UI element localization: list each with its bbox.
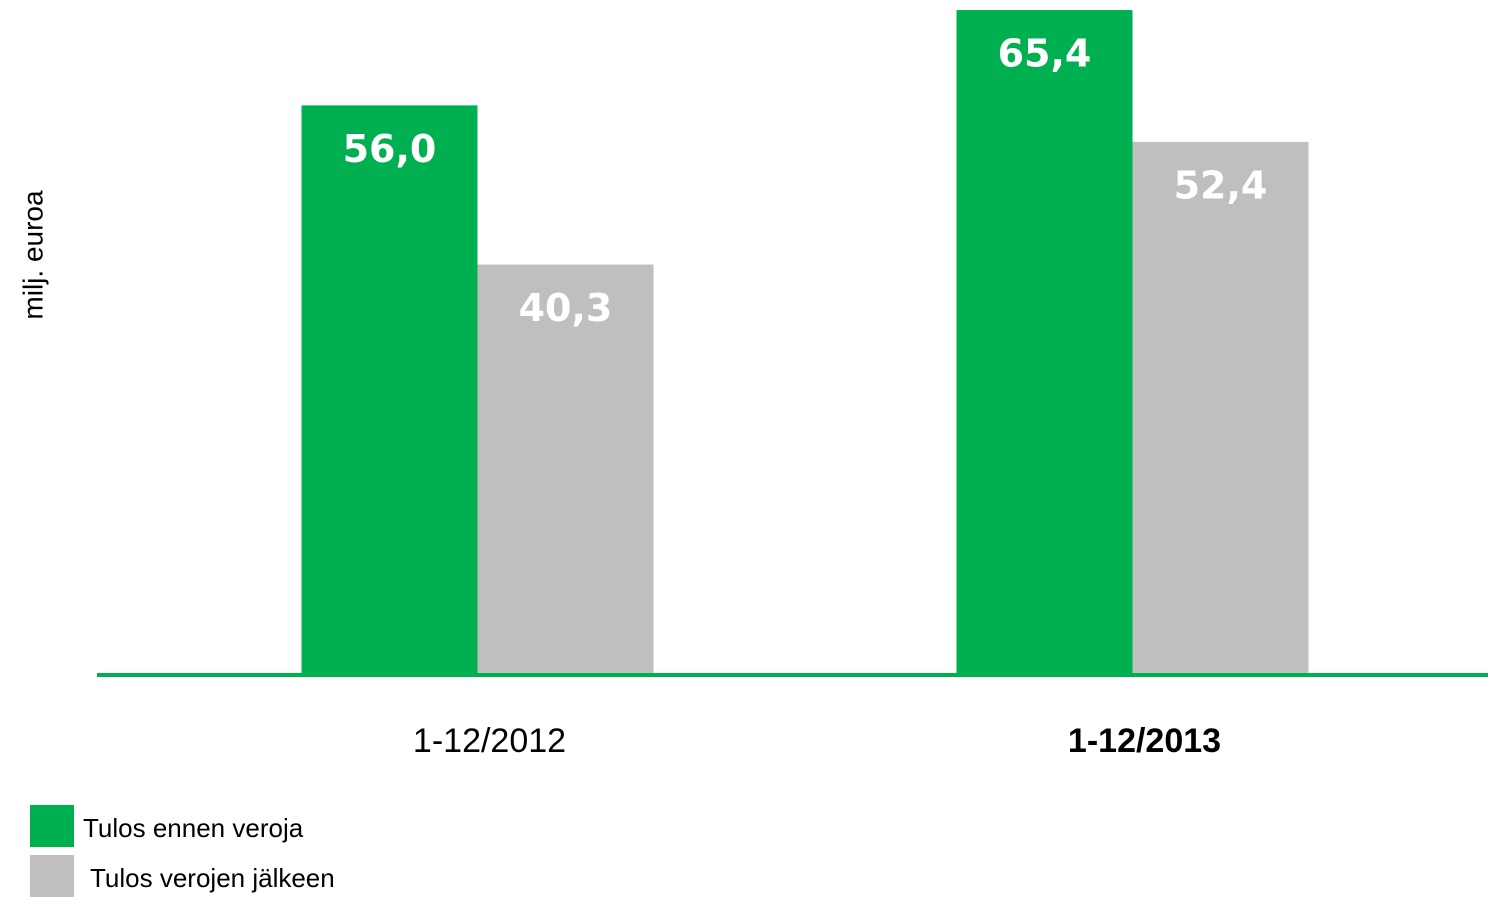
value-label: 52,4 bbox=[1174, 163, 1268, 207]
y-axis-label: milj. euroa bbox=[17, 190, 48, 320]
bar bbox=[301, 105, 478, 673]
bar bbox=[477, 264, 654, 673]
value-label: 65,4 bbox=[998, 32, 1092, 76]
x-tick-label: 1-12/2013 bbox=[1068, 722, 1221, 760]
value-label: 56,0 bbox=[343, 127, 437, 171]
legend-label: Tulos verojen jälkeen bbox=[90, 863, 335, 893]
bar bbox=[956, 10, 1133, 674]
value-label: 40,3 bbox=[519, 286, 613, 330]
x-tick-label: 1-12/2012 bbox=[413, 722, 566, 760]
legend-swatch bbox=[30, 805, 74, 847]
bar bbox=[1132, 141, 1309, 673]
legend-swatch bbox=[30, 855, 74, 897]
legend-label: Tulos ennen veroja bbox=[83, 813, 304, 843]
